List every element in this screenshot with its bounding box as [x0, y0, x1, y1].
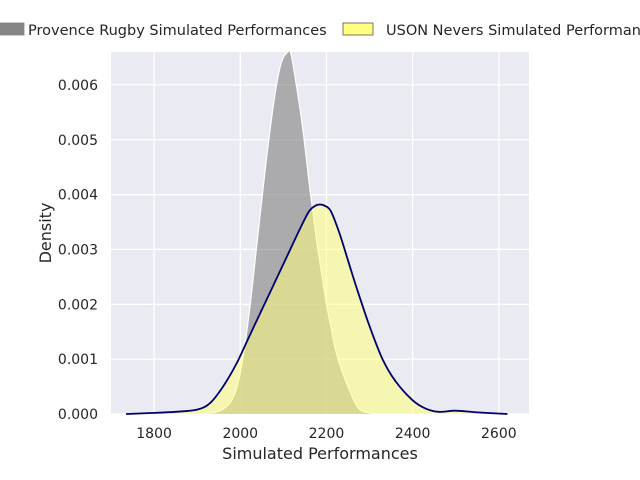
y-tick-label: 0.002: [58, 297, 98, 313]
legend-label-2: USON Nevers Simulated Performances: [386, 23, 640, 39]
x-axis-ticks: 1800 2000 2200 2400 2600: [136, 426, 516, 442]
y-axis-ticks: 0.000 0.001 0.002 0.003 0.004 0.005 0.006: [58, 78, 98, 423]
y-tick-label: 0.005: [58, 133, 98, 149]
y-tick-label: 0.006: [58, 78, 98, 94]
y-axis-label: Density: [36, 203, 55, 264]
x-tick-label: 2400: [395, 426, 431, 442]
y-tick-label: 0.004: [58, 188, 98, 204]
y-tick-label: 0.003: [58, 242, 98, 258]
x-tick-label: 2600: [481, 426, 517, 442]
x-axis-label: Simulated Performances: [222, 444, 418, 463]
series-layer: [126, 50, 508, 415]
x-tick-label: 1800: [136, 426, 172, 442]
y-tick-label: 0.001: [58, 352, 98, 368]
series-2-area: [126, 204, 508, 414]
series-2-line: [126, 203, 508, 415]
legend-swatch-1: [0, 22, 25, 36]
legend-label-1: Provence Rugby Simulated Performances: [28, 23, 327, 39]
legend-swatch-2: [342, 22, 374, 36]
x-tick-label: 2200: [309, 426, 345, 442]
legend: Provence Rugby Simulated Performances USO…: [0, 22, 640, 39]
y-tick-label: 0.000: [58, 407, 98, 423]
x-tick-label: 2000: [222, 426, 258, 442]
